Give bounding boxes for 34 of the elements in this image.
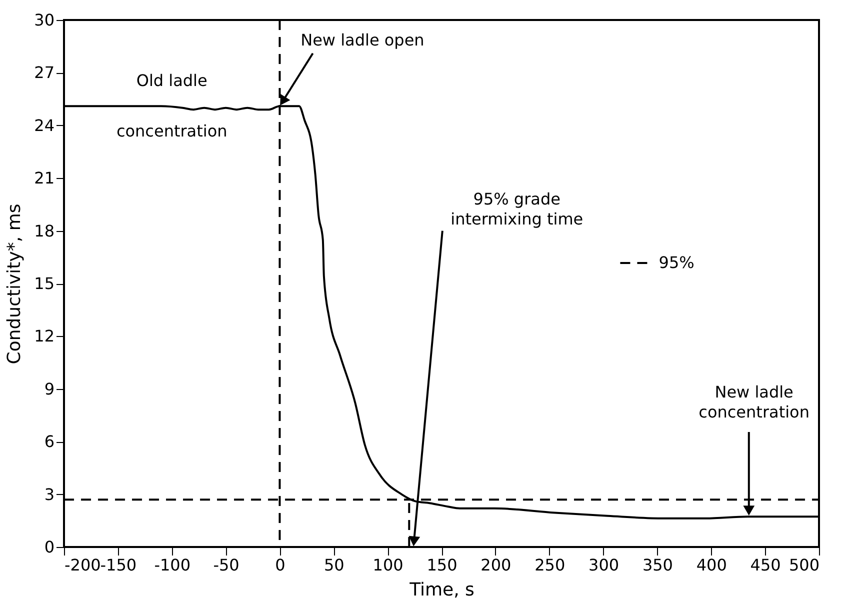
annotation: concentration: [116, 121, 228, 140]
x-tick-label: 450: [750, 556, 781, 574]
y-tick-label: 30: [34, 10, 54, 30]
x-tick-label: 350: [642, 556, 673, 574]
x-tick-label: 150: [426, 556, 458, 574]
x-tick-label: 200: [480, 556, 512, 574]
y-tick-label: 0: [44, 538, 54, 556]
x-tick-label: -150: [100, 556, 137, 574]
y-axis-title: Conductivity*, ms: [4, 204, 26, 364]
x-tick-label: 300: [588, 556, 620, 574]
y-tick-label: 21: [34, 168, 54, 188]
y-tick-label: 24: [34, 116, 54, 135]
x-tick-label: 400: [696, 556, 727, 574]
annotation: New ladle open: [300, 30, 424, 50]
y-tick-label: 6: [44, 432, 54, 452]
y-tick-label: 27: [34, 63, 54, 82]
x-tick-label: 50: [324, 556, 344, 574]
x-tick-label: -200: [64, 556, 101, 574]
annotation: Old ladle: [136, 70, 208, 90]
x-tick-label: 500: [788, 556, 820, 574]
x-tick-label: 100: [372, 556, 404, 574]
annotation: New ladle concentration: [698, 382, 810, 422]
y-tick-label: 12: [34, 326, 54, 346]
y-tick-label: 9: [44, 379, 54, 398]
y-tick-label: 3: [44, 484, 54, 504]
legend-label: 95%: [658, 253, 694, 272]
x-tick-label: -50: [213, 556, 240, 574]
y-tick-label: 18: [34, 221, 54, 240]
y-tick-label: 15: [34, 274, 54, 293]
x-tick-label: 250: [534, 556, 566, 574]
x-tick-label: -100: [154, 556, 191, 574]
x-axis-title: Time, s: [408, 580, 474, 600]
x-tick-label: 0: [275, 556, 286, 574]
annotation: 95% grade intermixing time: [450, 190, 584, 229]
